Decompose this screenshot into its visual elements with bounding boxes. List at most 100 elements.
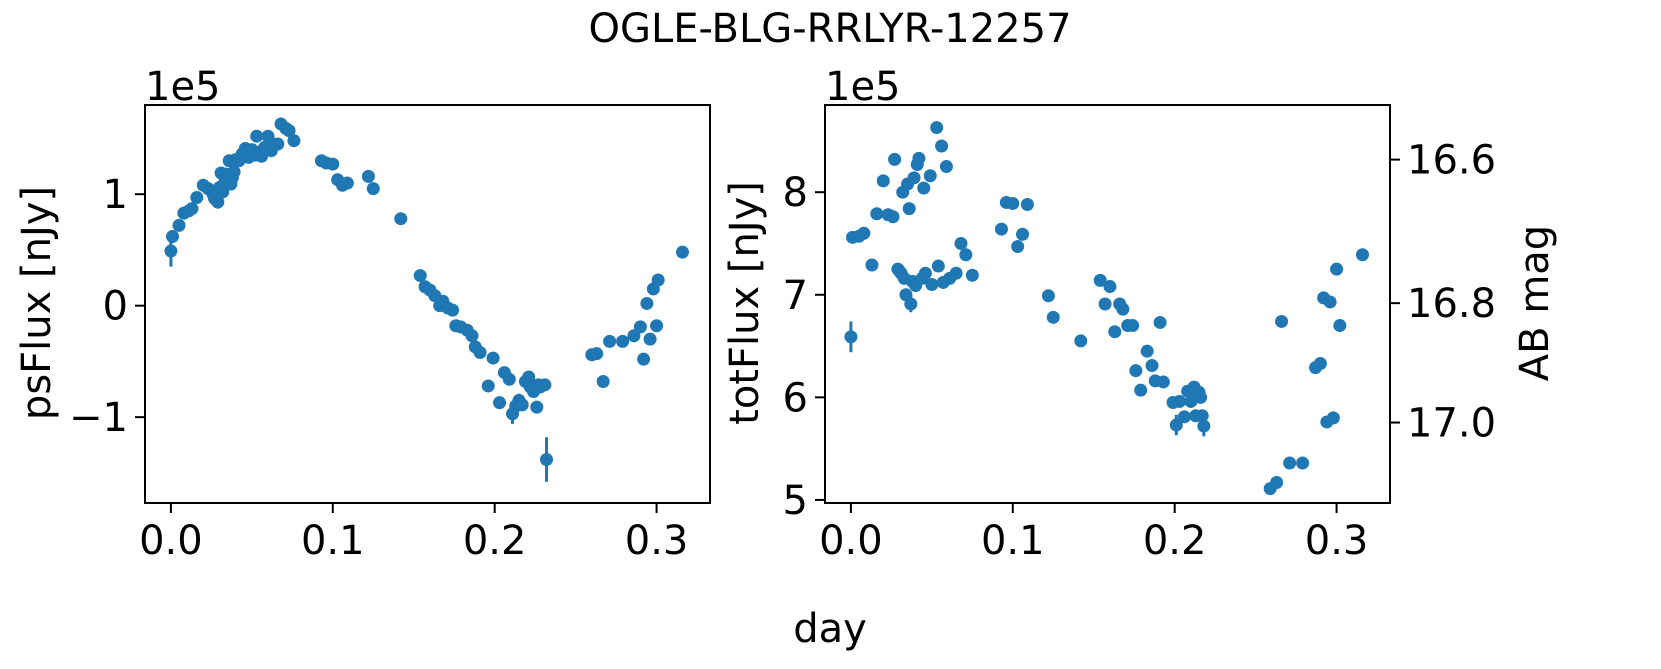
right-data-point — [1140, 344, 1154, 358]
right-data-point — [931, 259, 945, 273]
x-axis-label: day — [793, 606, 867, 652]
left-y-tick-label: 1 — [103, 172, 128, 218]
right-panel: 1e5 totFlux [nJy] AB mag 0.0 0.1 0.2 0.3 5 6… — [722, 64, 1558, 564]
left-data-point — [271, 137, 285, 151]
left-data-point — [486, 351, 500, 365]
right-data-point — [1169, 418, 1183, 432]
left-y-axis-label: psFlux [nJy] — [14, 186, 60, 420]
left-data-point — [633, 320, 647, 334]
left-x-tick-label: 0.2 — [463, 518, 527, 564]
right-data-point — [1046, 310, 1060, 324]
left-panel: 1e5 psFlux [nJy] 0.0 0.1 0.2 0.3 −1 0 1 — [14, 64, 711, 564]
right-axes-frame — [824, 104, 1391, 504]
left-x-tick-label: 0.1 — [301, 518, 365, 564]
right-data-point — [1333, 319, 1347, 333]
left-data-point — [651, 273, 665, 287]
right-y-tick-label: 8 — [783, 170, 808, 216]
right-data-point — [923, 169, 937, 183]
left-data-point — [211, 195, 225, 209]
left-data-point — [603, 334, 617, 348]
left-data-point — [502, 372, 516, 386]
right-data-point — [939, 160, 953, 174]
right-data-point — [925, 278, 939, 292]
right-secondary-y-tick-label: 17.0 — [1407, 401, 1496, 447]
left-x-ticks: 0.0 0.1 0.2 0.3 — [139, 503, 688, 564]
left-data-point — [164, 244, 178, 258]
right-secondary-y-axis-label: AB mag — [1512, 225, 1558, 381]
right-data-point — [1194, 390, 1208, 404]
left-data-point — [166, 230, 180, 244]
left-x-tick-label: 0.0 — [139, 518, 203, 564]
right-data-point — [1283, 456, 1297, 470]
right-data-point — [1156, 375, 1170, 389]
right-data-point — [1355, 248, 1369, 262]
right-data-point — [857, 226, 871, 240]
figure-title: OGLE-BLG-RRLYR-12257 — [588, 6, 1071, 52]
left-data-point — [185, 202, 199, 216]
right-data-point — [917, 181, 931, 195]
left-y-tick-label: −1 — [69, 395, 128, 441]
right-data-point — [965, 268, 979, 282]
left-data-point — [361, 169, 375, 183]
left-data-point — [227, 165, 241, 179]
right-data-point — [1323, 295, 1337, 309]
left-data-point — [530, 400, 544, 414]
right-data-point — [1093, 273, 1107, 287]
right-secondary-y-tick-label: 16.6 — [1407, 138, 1496, 184]
right-data-point — [1275, 314, 1289, 328]
right-data-point — [1270, 475, 1284, 489]
left-data-point — [340, 176, 354, 190]
left-data-point — [643, 332, 657, 346]
right-data-point — [904, 297, 918, 311]
right-y-ticks: 5 6 7 8 — [783, 170, 825, 524]
right-y-tick-label: 5 — [783, 478, 808, 524]
right-data-point — [1313, 356, 1327, 370]
left-data-point — [282, 124, 296, 138]
right-x-tick-label: 0.1 — [981, 518, 1045, 564]
left-data-point — [250, 129, 264, 143]
right-data-point — [930, 121, 944, 135]
right-data-point — [918, 266, 932, 280]
right-data-point — [1011, 240, 1025, 254]
left-data-point — [465, 329, 479, 343]
right-y-tick-label: 7 — [783, 273, 808, 319]
right-data-point — [1098, 297, 1112, 311]
left-data-point — [640, 296, 654, 310]
right-data-point — [1129, 364, 1143, 378]
left-data-point — [675, 245, 689, 259]
left-data-point — [413, 269, 427, 283]
left-axes-frame — [144, 104, 711, 504]
right-data-point — [1103, 280, 1117, 294]
left-data-point — [522, 370, 536, 384]
right-data-point — [1074, 334, 1088, 348]
right-data-point — [954, 236, 968, 250]
right-data-point — [1296, 456, 1310, 470]
right-data-point — [886, 210, 900, 224]
right-data-point — [1116, 302, 1130, 316]
left-data-point — [539, 453, 553, 467]
left-data-point — [650, 319, 664, 333]
left-y-ticks: −1 0 1 — [69, 172, 145, 441]
right-data-point — [902, 202, 916, 216]
right-data-point — [1134, 383, 1148, 397]
right-data-point — [1016, 227, 1030, 241]
right-data-point — [907, 171, 921, 185]
left-data-point — [190, 191, 204, 205]
right-data-point — [865, 258, 879, 272]
right-x-tick-label: 0.2 — [1143, 518, 1207, 564]
left-data-point — [493, 396, 507, 410]
right-x-ticks: 0.0 0.1 0.2 0.3 — [819, 503, 1368, 564]
right-data-point — [1006, 196, 1020, 210]
left-data-point — [287, 134, 301, 148]
left-x-tick-label: 0.3 — [625, 518, 689, 564]
right-x-tick-label: 0.3 — [1305, 518, 1369, 564]
left-data-points — [164, 117, 689, 482]
right-data-point — [1153, 315, 1167, 329]
left-data-point — [627, 329, 641, 343]
left-data-point — [590, 347, 604, 361]
right-data-point — [1020, 198, 1034, 211]
right-data-point — [870, 207, 884, 221]
right-data-point — [1330, 262, 1344, 276]
